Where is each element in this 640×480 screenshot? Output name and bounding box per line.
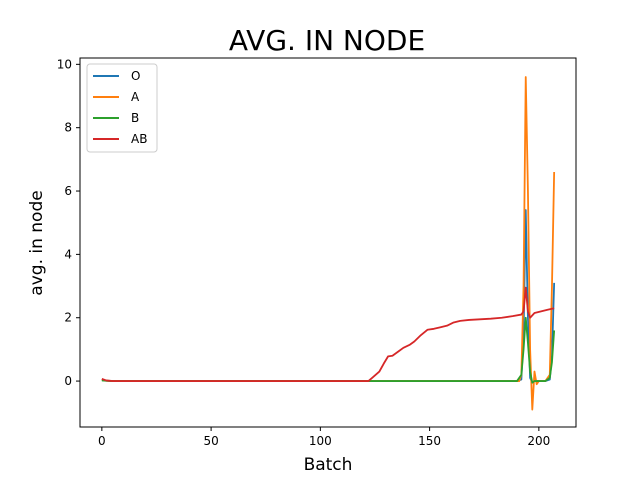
x-axis-label: Batch [304, 455, 353, 475]
y-tick-label: 4 [64, 247, 72, 261]
plot-border [79, 57, 577, 428]
y-tick-label: 10 [57, 57, 72, 71]
chart-title: AVG. IN NODE [229, 24, 425, 57]
y-tick-label: 6 [64, 184, 72, 198]
y-tick-label: 0 [64, 374, 72, 388]
legend-entry-o: O [131, 69, 140, 83]
axis-ticks: 0 50 100 150 200 0 2 4 6 8 10 [57, 57, 551, 448]
series-line-b [101, 316, 556, 384]
plot-area [80, 58, 576, 427]
y-tick-label: 8 [64, 121, 72, 135]
legend-box [86, 63, 158, 153]
series-line-ab [101, 286, 555, 382]
x-tick-label: 150 [418, 434, 441, 448]
y-tick-label: 2 [64, 311, 72, 325]
series-lines [101, 76, 556, 411]
legend-entry-b: B [131, 111, 139, 125]
x-tick-label: 50 [203, 434, 218, 448]
x-tick-label: 200 [527, 434, 550, 448]
x-tick-label: 0 [98, 434, 106, 448]
legend-entry-a: A [131, 90, 140, 104]
legend-entry-ab: AB [131, 132, 147, 146]
y-axis-label: avg. in node [27, 190, 47, 295]
x-tick-label: 100 [309, 434, 332, 448]
